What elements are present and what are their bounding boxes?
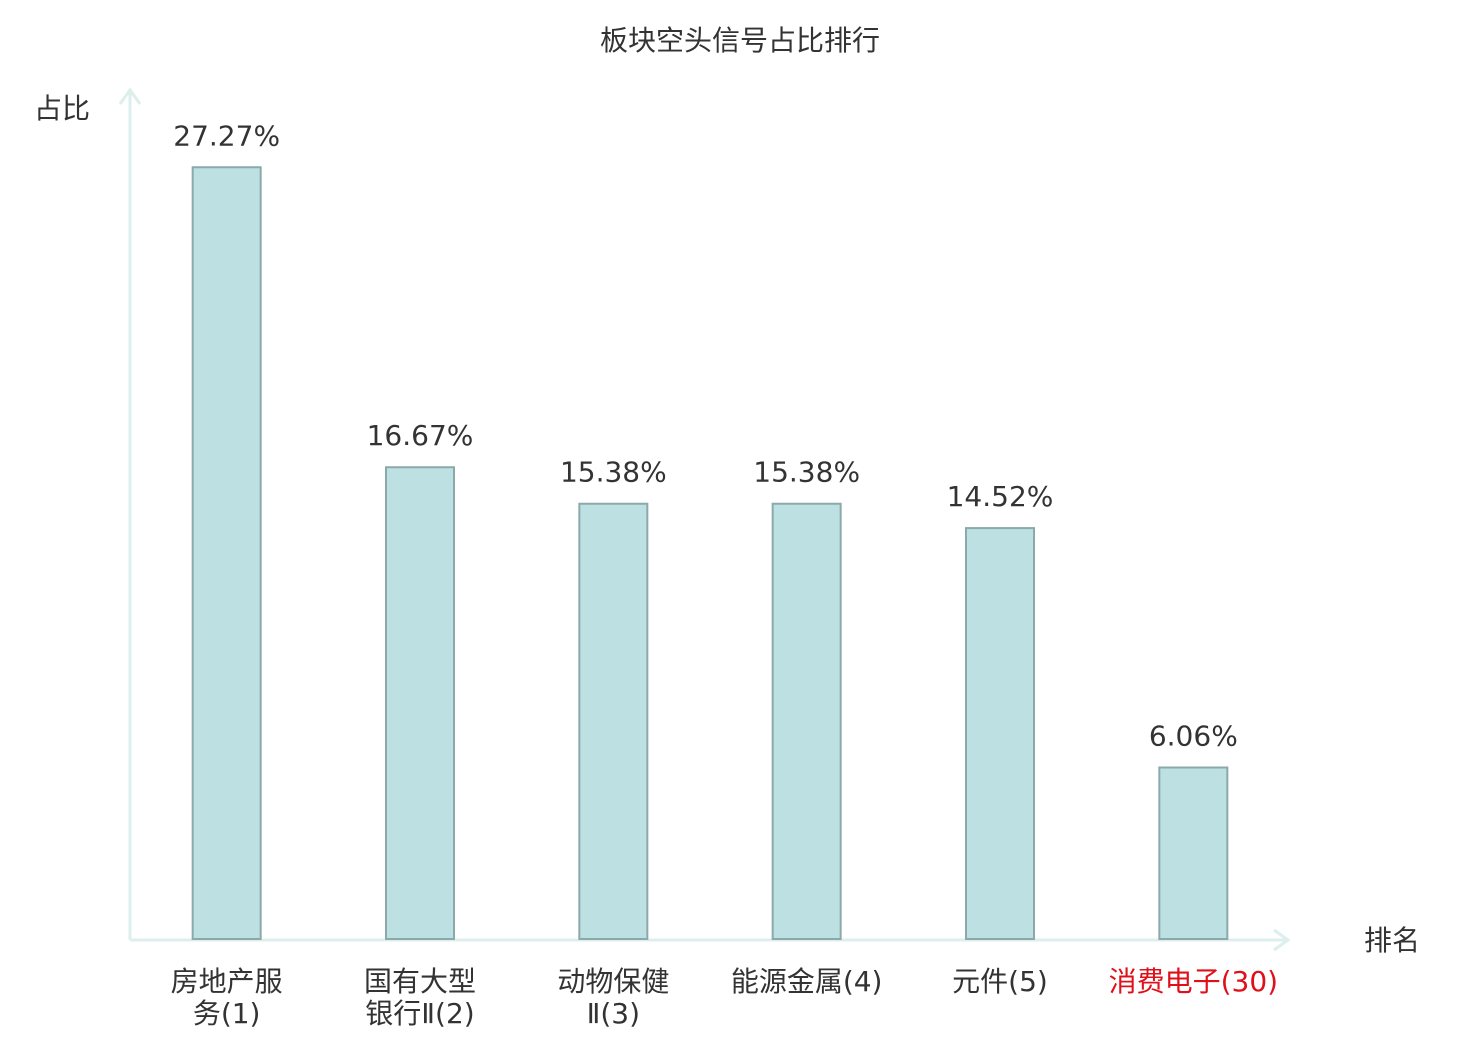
chart-title: 板块空头信号占比排行 [600,24,880,57]
value-label: 16.67% [367,419,474,452]
x-tick-label: 能源金属(4) [730,965,883,998]
bar [965,527,1035,940]
bar [191,166,262,941]
y-axis-label: 占比 [34,92,90,125]
value-label: 6.06% [1149,720,1238,753]
x-tick-label: 国有大型 银行Ⅱ(2) [363,965,476,1030]
x-tick-label: 元件(5) [952,965,1048,998]
bar [578,502,649,940]
y-axis-arrow [118,87,142,105]
x-axis-label: 排名 [1364,924,1420,957]
bar [771,502,842,940]
x-tick-label: 房地产服 务(1) [170,965,283,1030]
bar [385,466,455,940]
x-axis-arrow [1273,928,1291,952]
value-label: 15.38% [753,456,860,489]
x-tick-label: 消费电子(30) [1108,965,1279,998]
value-label: 15.38% [560,456,667,489]
bar [1158,766,1229,941]
value-label: 14.52% [947,480,1054,513]
axes [118,87,1291,952]
x-tick-label: 动物保健 Ⅱ(3) [557,965,670,1030]
value-label: 27.27% [173,119,280,152]
